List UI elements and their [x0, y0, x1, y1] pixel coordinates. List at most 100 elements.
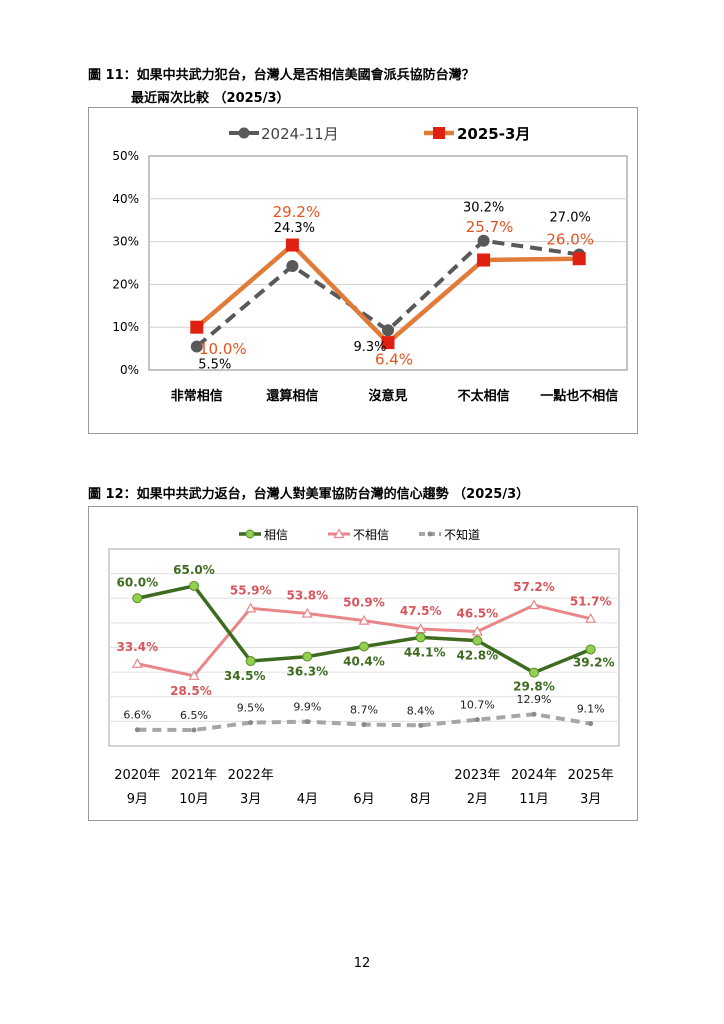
x-tick-label-month: 4月 — [297, 792, 318, 807]
data-label-trust: 44.1% — [404, 645, 446, 659]
legend-marker-2024-11 — [238, 127, 250, 139]
point-distrust — [188, 670, 200, 680]
point-2024-11 — [382, 324, 394, 337]
point-distrust — [585, 612, 597, 623]
figure12-caption: 圖 12：如果中共武力返台，台灣人對美軍協防台灣的信心趨勢 （2025/3） — [88, 483, 529, 502]
legend-label-2024-11: 2024-11月 — [261, 125, 339, 143]
point-trust — [189, 580, 199, 591]
y-tick-label: 40% — [112, 192, 139, 206]
data-label-trust: 29.8% — [513, 680, 555, 694]
x-tick-label-year: 2024年 — [511, 768, 557, 783]
point-2025-3 — [572, 252, 586, 266]
data-label-trust: 40.4% — [343, 655, 385, 669]
point-trust — [302, 651, 313, 662]
point-trust — [132, 593, 143, 604]
data-label-2024-11: 24.3% — [274, 221, 315, 236]
point-2024-11 — [477, 234, 490, 247]
data-label-distrust: 55.9% — [230, 583, 272, 597]
data-label-distrust: 28.5% — [170, 684, 212, 698]
figure11-caption-line2: 最近兩次比較 （2025/3） — [131, 91, 290, 106]
data-label-unknown: 9.5% — [237, 702, 265, 715]
point-unknown — [531, 711, 537, 717]
point-trust — [415, 632, 426, 643]
point-trust — [585, 644, 596, 655]
point-2025-3 — [381, 336, 395, 350]
legend-label-distrust: 不相信 — [353, 528, 389, 542]
data-label-2025-3: 10.0% — [199, 340, 247, 358]
x-tick-label-month: 10月 — [179, 792, 209, 807]
data-label-distrust: 47.5% — [400, 604, 442, 618]
figure11-chart: 0% 10% 20% 30% 40% 50% 非常相信 還算相信 沒意見 不太相信 一點也不相信 5.… — [112, 125, 628, 404]
x-tick-label-month: 8月 — [410, 792, 431, 807]
point-2025-3 — [285, 238, 299, 252]
data-label-trust: 60.0% — [117, 575, 159, 589]
point-2025-3 — [477, 253, 491, 267]
data-label-distrust: 33.4% — [117, 640, 159, 654]
point-unknown — [588, 721, 594, 727]
data-label-trust: 42.8% — [457, 649, 499, 663]
figure11-chart-frame: 0% 10% 20% 30% 40% 50% 非常相信 還算相信 沒意見 不太相信 一點也不相信 5.… — [88, 107, 638, 434]
point-distrust — [528, 599, 540, 610]
point-2024-11 — [286, 259, 299, 272]
point-distrust — [131, 658, 143, 668]
data-label-distrust: 50.9% — [343, 596, 385, 610]
legend-label-trust: 相信 — [264, 528, 288, 542]
point-unknown — [474, 717, 480, 723]
y-tick-label: 0% — [120, 363, 139, 377]
data-label-distrust: 53.8% — [287, 589, 329, 603]
point-2024-11 — [190, 340, 203, 353]
data-label-2025-3: 6.4% — [375, 351, 413, 369]
data-label-unknown: 9.1% — [577, 703, 605, 716]
plot-area — [148, 155, 628, 371]
x-tick-label-year: 2023年 — [454, 768, 500, 783]
point-2025-3 — [190, 320, 204, 334]
point-trust — [245, 656, 256, 667]
figure11-caption-number: 圖 11 — [88, 68, 124, 83]
point-unknown — [304, 719, 310, 725]
x-tick-label-year: 2021年 — [171, 768, 217, 783]
x-tick-label-month: 3月 — [240, 792, 261, 807]
data-label-2024-11: 9.3% — [353, 340, 386, 355]
y-tick-label: 20% — [112, 277, 139, 291]
data-label-2024-11: 5.5% — [198, 357, 231, 372]
x-tick-label-month: 6月 — [353, 792, 374, 807]
figure12-chart-frame: 2020年 2021年 2022年 2023年 2024年 2025年 9月 10月 3月 4月 6… — [88, 506, 638, 821]
data-label-trust: 65.0% — [173, 563, 215, 577]
data-label-unknown: 6.5% — [180, 709, 208, 722]
y-tick-label: 50% — [112, 149, 139, 163]
data-label-distrust: 46.5% — [457, 606, 499, 620]
point-unknown — [191, 727, 197, 733]
figure11-caption: 圖 11：如果中共武力犯台，台灣人是否相信美國會派兵協防台灣？ — [88, 64, 475, 83]
figure12-chart: 2020年 2021年 2022年 2023年 2024年 2025年 9月 10月 3月 4月 6… — [108, 528, 620, 807]
data-label-unknown: 12.9% — [517, 693, 552, 706]
legend-label-unknown: 不知道 — [444, 528, 480, 542]
page-number: 12 — [353, 956, 371, 971]
data-label-2024-11: 30.2% — [463, 201, 504, 216]
point-distrust — [358, 614, 370, 625]
point-unknown — [134, 727, 140, 733]
legend-marker-trust — [245, 529, 255, 539]
data-label-distrust: 57.2% — [513, 580, 555, 594]
y-tick-label: 30% — [112, 235, 139, 249]
data-label-trust: 36.3% — [287, 665, 329, 679]
data-label-2025-3: 29.2% — [273, 203, 321, 221]
legend-marker-unknown — [427, 531, 433, 537]
figure12-caption-text: ：如果中共武力返台，台灣人對美軍協防台灣的信心趨勢 （2025/3） — [123, 487, 530, 502]
x-tick-label-month: 9月 — [127, 792, 148, 807]
data-label-trust: 39.2% — [573, 655, 615, 669]
data-label-2025-3: 26.0% — [546, 231, 594, 249]
point-distrust — [471, 625, 483, 636]
data-label-unknown: 6.6% — [123, 709, 151, 722]
x-tick-label: 沒意見 — [368, 388, 407, 404]
data-label-unknown: 10.7% — [460, 699, 495, 712]
data-label-trust: 34.5% — [224, 669, 266, 683]
point-unknown — [418, 722, 424, 728]
x-tick-label-year: 2025年 — [568, 768, 614, 783]
data-label-unknown: 9.9% — [293, 701, 321, 714]
figure11-caption-text: ：如果中共武力犯台，台灣人是否相信美國會派兵協防台灣？ — [123, 68, 475, 83]
point-unknown — [361, 722, 367, 728]
data-label-distrust: 51.7% — [570, 595, 612, 609]
point-trust — [472, 635, 483, 646]
x-tick-label: 還算相信 — [266, 388, 318, 404]
x-tick-label-year: 2022年 — [228, 768, 274, 783]
